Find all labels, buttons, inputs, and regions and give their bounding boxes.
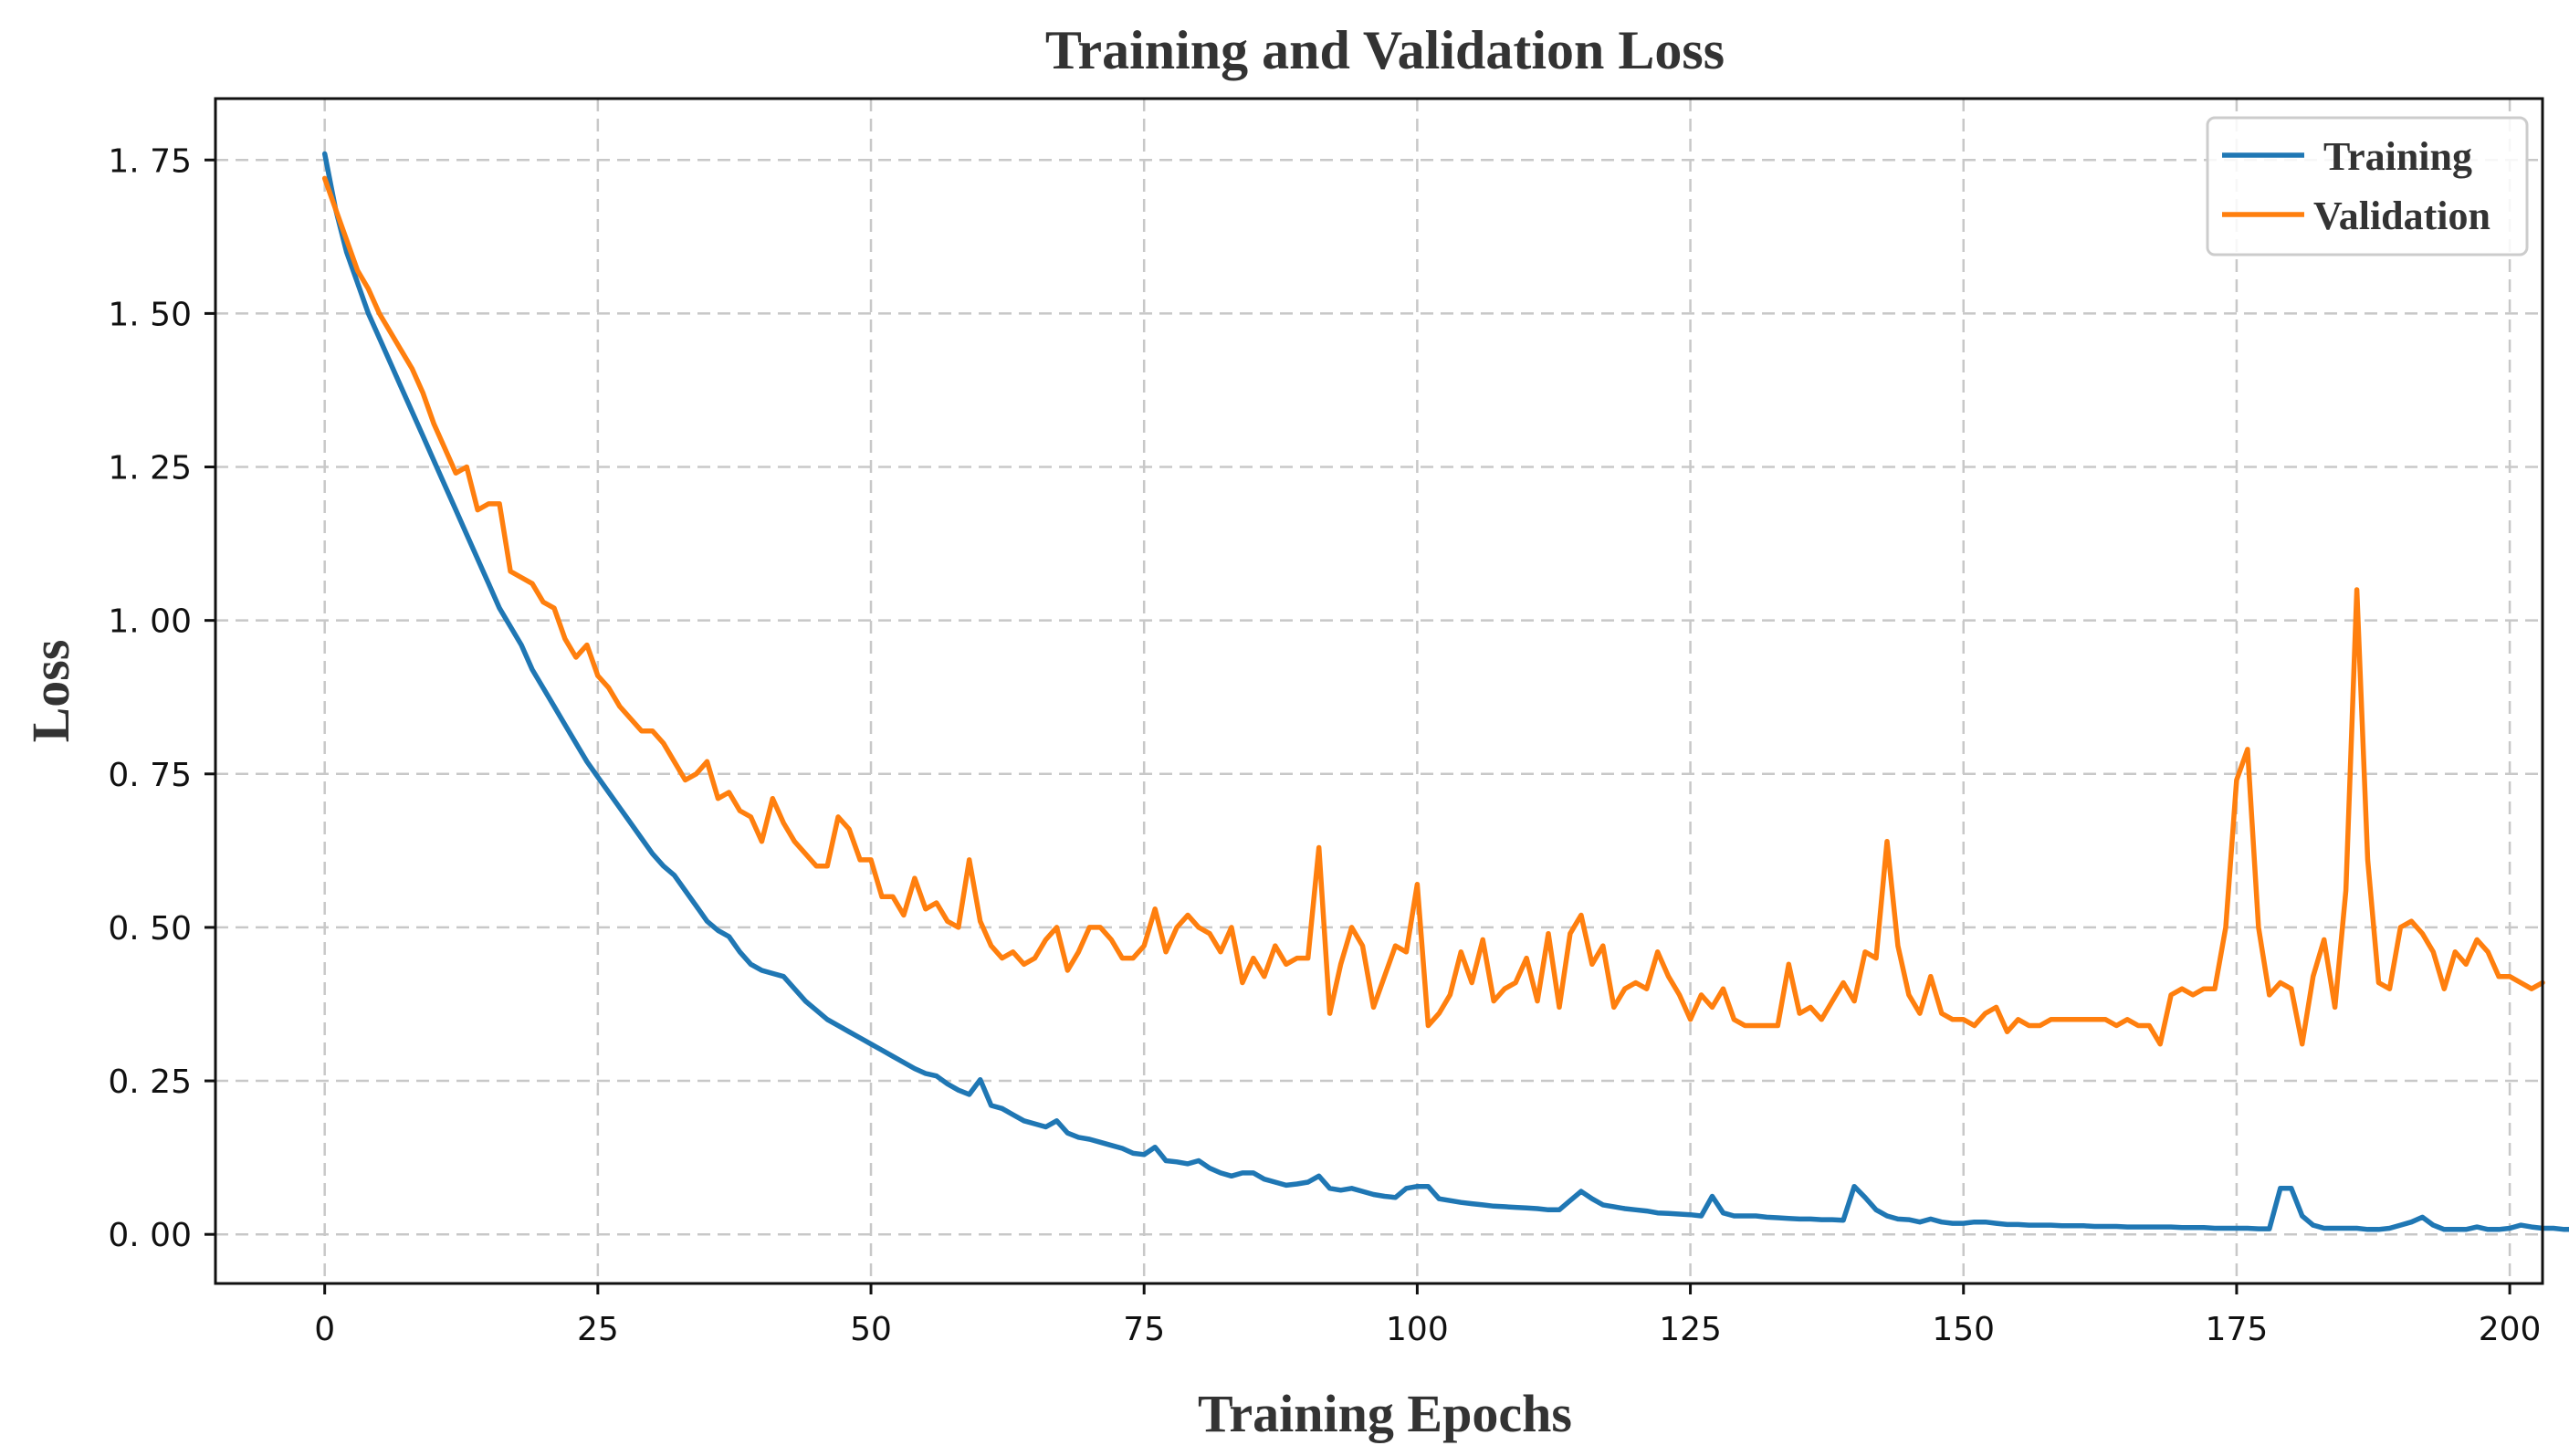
- y-tick-label: 0. 00: [108, 1217, 192, 1254]
- chart-title: Training and Validation Loss: [1045, 20, 1725, 80]
- x-tick-label: 125: [1659, 1311, 1722, 1348]
- series-line-training: [321, 151, 2569, 1232]
- x-tick-label: 175: [2206, 1311, 2269, 1348]
- series-lines: [321, 151, 2569, 1232]
- y-tick-label: 0. 25: [108, 1063, 192, 1101]
- x-tick-label: 150: [1932, 1311, 1995, 1348]
- x-tick-label: 100: [1386, 1311, 1449, 1348]
- legend-label-training: Training: [2323, 134, 2472, 179]
- legend-box: [2206, 116, 2529, 257]
- x-tick-label: 75: [1123, 1311, 1165, 1348]
- axis-ticks: 0 25 50 75 100 125 150 175 200 0. 00 0. 25 0. 50 0. …: [108, 142, 2541, 1348]
- y-axis-label: Loss: [21, 640, 80, 743]
- y-tick-label: 1. 50: [108, 296, 192, 333]
- y-tick-label: 0. 50: [108, 910, 192, 948]
- y-tick-label: 1. 75: [108, 142, 192, 180]
- plot-frame: [214, 97, 2544, 1285]
- x-tick-label: 0: [314, 1311, 335, 1348]
- series-line-validation: [321, 175, 2545, 1047]
- y-tick-label: 0. 75: [108, 757, 192, 794]
- y-tick-label: 1. 25: [108, 450, 192, 487]
- y-tick-label: 1. 00: [108, 603, 192, 641]
- legend: Training Validation: [2206, 116, 2529, 257]
- grid: [215, 99, 2543, 1283]
- x-tick-label: 50: [850, 1311, 892, 1348]
- legend-label-validation: Validation: [2313, 194, 2490, 238]
- x-tick-label: 200: [2479, 1311, 2542, 1348]
- x-tick-label: 25: [577, 1311, 619, 1348]
- x-axis-label: Training Epochs: [1198, 1384, 1572, 1443]
